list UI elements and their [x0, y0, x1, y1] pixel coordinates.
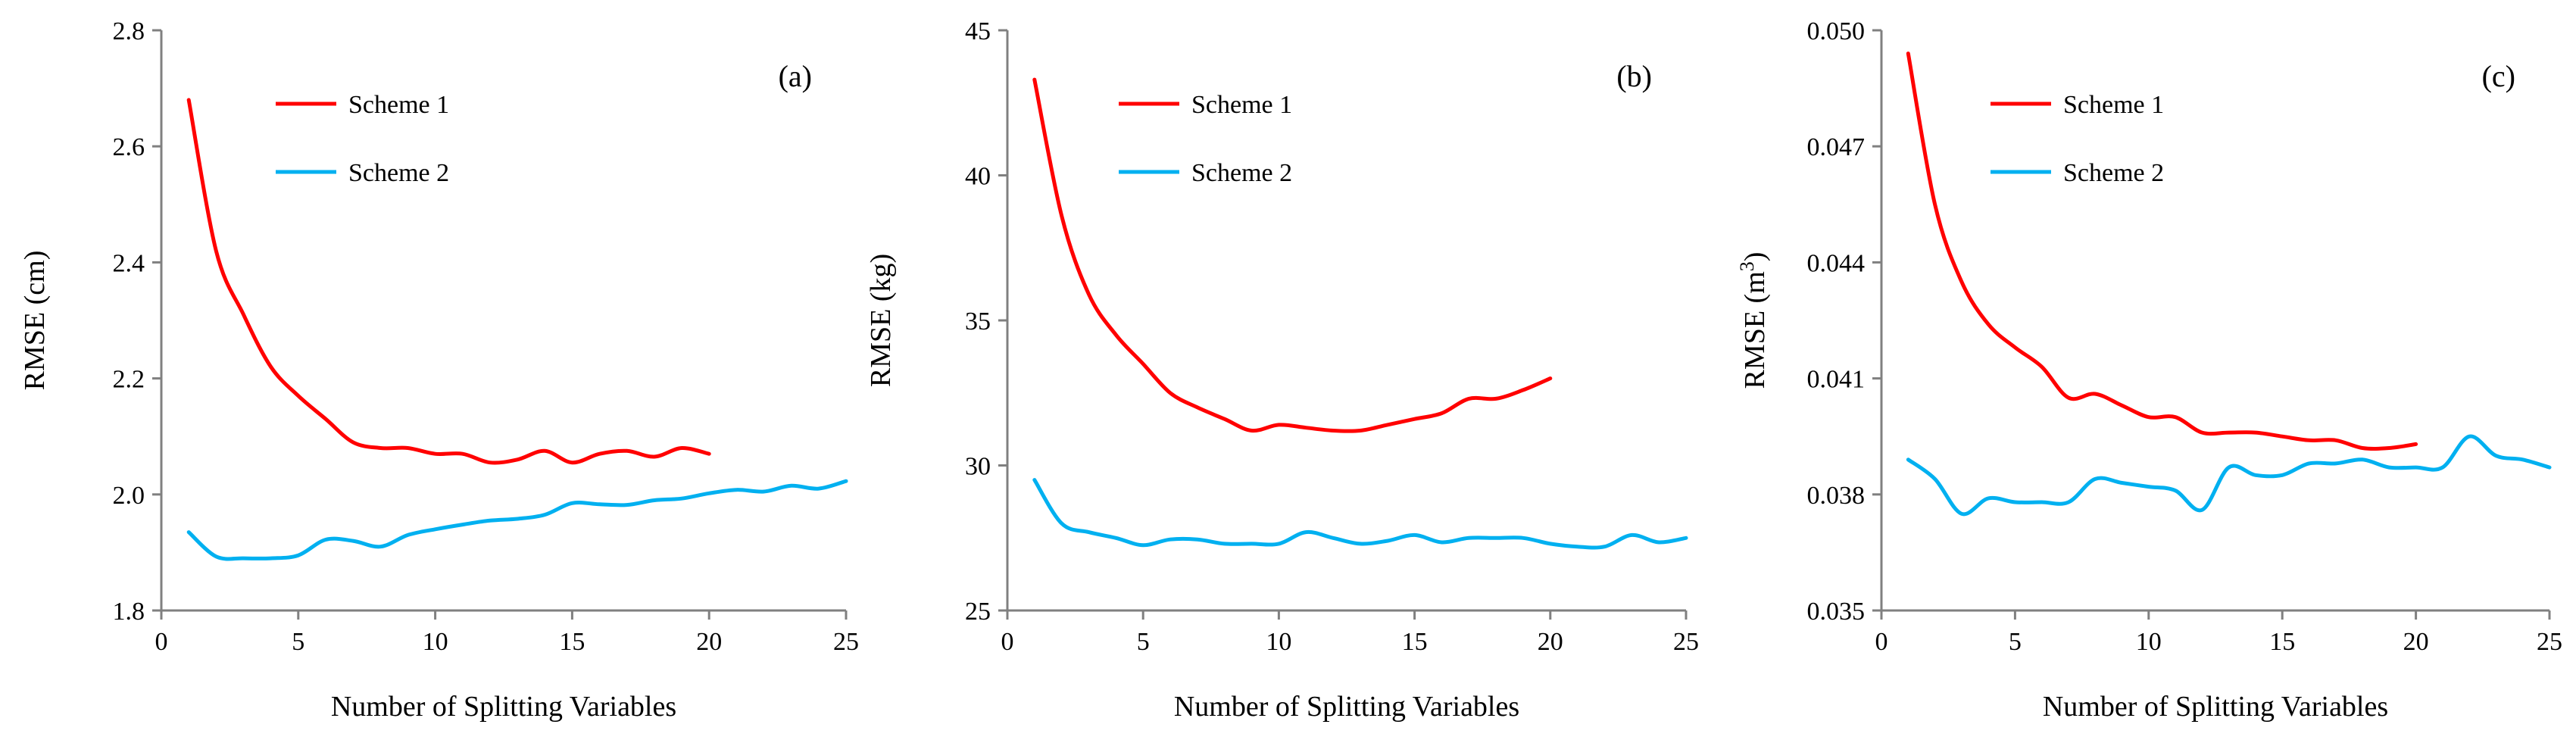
legend-label-scheme-2: Scheme 2 [2063, 159, 2164, 187]
y-axis-title: RMSE (kg) [865, 254, 897, 387]
panel-b-chart: 25 30 35 40 45 0 5 10 15 20 25 Number of Splitting … [865, 17, 1699, 723]
x-axis-title: Number of Splitting Variables [2043, 691, 2388, 723]
panel-label: (c) [2482, 59, 2515, 93]
y-axis-title-text: RMSE (kg) [865, 254, 897, 387]
x-tick-label: 25 [1673, 628, 1699, 656]
x-tick-label: 10 [2136, 628, 2162, 656]
legend-label-scheme-1: Scheme 1 [1191, 91, 1292, 119]
x-tick-label: 0 [155, 628, 168, 656]
y-tick-label: 2.4 [113, 249, 145, 277]
x-tick-label: 15 [559, 628, 585, 656]
y-tick-label: 2.0 [113, 482, 145, 510]
series-scheme-2-line [1032, 478, 1688, 550]
y-tick-label: 0.050 [1807, 17, 1866, 45]
y-axis-title-text: RMSE (m [1739, 271, 1771, 389]
x-axis-title: Number of Splitting Variables [331, 691, 676, 723]
y-tick-label: 25 [965, 598, 991, 626]
panel-label: (b) [1616, 59, 1652, 93]
y-axis-title: RMSE (cm) [19, 251, 51, 391]
x-tick-label: 10 [1266, 628, 1291, 656]
series-scheme-1-line [1032, 77, 1553, 433]
y-tick-label: 0.041 [1807, 366, 1866, 394]
y-tick-label: 35 [965, 308, 991, 336]
x-tick-label: 25 [2537, 628, 2562, 656]
y-axis-title: RMSE (m3) [1736, 252, 1771, 389]
y-tick-label: 1.8 [113, 598, 145, 626]
panel-label: (a) [779, 59, 812, 93]
y-axis-title-suffix: ) [1739, 252, 1771, 262]
series-scheme-1-line [186, 98, 711, 465]
y-tick-label: 30 [965, 453, 991, 481]
x-tick-label: 20 [696, 628, 722, 656]
x-tick-label: 15 [1402, 628, 1428, 656]
x-tick-label: 5 [2009, 628, 2022, 656]
y-tick-label: 0.038 [1807, 482, 1866, 510]
x-tick-label: 20 [2403, 628, 2429, 656]
x-axis-title: Number of Splitting Variables [1174, 691, 1519, 723]
x-tick-label: 25 [833, 628, 859, 656]
x-tick-label: 5 [292, 628, 304, 656]
x-tick-label: 20 [1538, 628, 1563, 656]
legend-label-scheme-2: Scheme 2 [1191, 159, 1292, 187]
x-tick-label: 5 [1137, 628, 1150, 656]
y-tick-label: 2.8 [113, 17, 145, 45]
y-axis-title-superscript: 3 [1736, 261, 1758, 271]
series-scheme-1-line [1906, 52, 2418, 451]
y-tick-label: 2.2 [113, 366, 145, 394]
series-scheme-2-line [1906, 434, 2552, 517]
y-tick-label: 0.047 [1807, 133, 1866, 161]
legend-label-scheme-2: Scheme 2 [348, 159, 449, 187]
y-tick-label: 0.035 [1807, 598, 1866, 626]
x-tick-label: 0 [1001, 628, 1014, 656]
y-tick-label: 40 [965, 163, 991, 191]
y-tick-label: 0.044 [1807, 249, 1866, 277]
legend-label-scheme-1: Scheme 1 [2063, 91, 2164, 119]
y-tick-label: 2.6 [113, 133, 145, 161]
y-tick-label: 45 [965, 17, 991, 45]
x-tick-label: 0 [1875, 628, 1888, 656]
legend-label-scheme-1: Scheme 1 [348, 91, 449, 119]
panel-a-chart: 1.8 2.0 2.2 2.4 2.6 2.8 0 5 10 15 20 25 Number of Sp… [19, 17, 859, 723]
y-axis-title-text: RMSE (cm) [19, 251, 51, 391]
panel-c-chart: 0.035 0.038 0.041 0.044 0.047 0.050 0 5 10 15 20 25… [1736, 17, 2562, 723]
series-scheme-2-line [186, 479, 848, 561]
x-tick-label: 15 [2269, 628, 2295, 656]
x-tick-label: 10 [423, 628, 448, 656]
